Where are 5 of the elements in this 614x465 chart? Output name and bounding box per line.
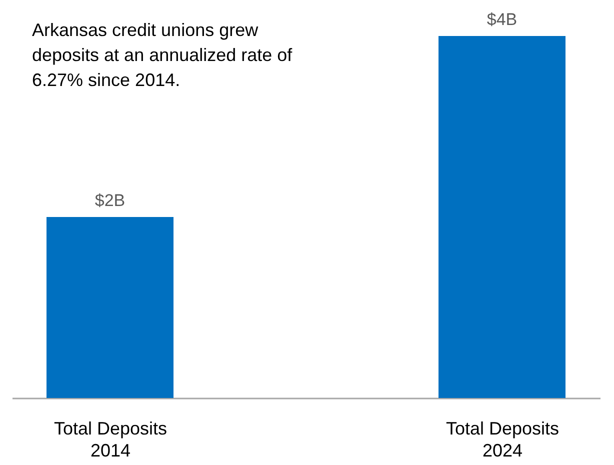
data-label: $2B bbox=[94, 191, 126, 210]
data-label: $4B bbox=[486, 10, 518, 29]
x-tick-label: Total Deposits 2014 bbox=[54, 418, 168, 460]
x-tick-label: Total Deposits 2024 bbox=[446, 418, 560, 460]
annotation: Arkansas credit unions grew deposits at an annualized rate of 6.27% since 2014. bbox=[32, 20, 294, 90]
